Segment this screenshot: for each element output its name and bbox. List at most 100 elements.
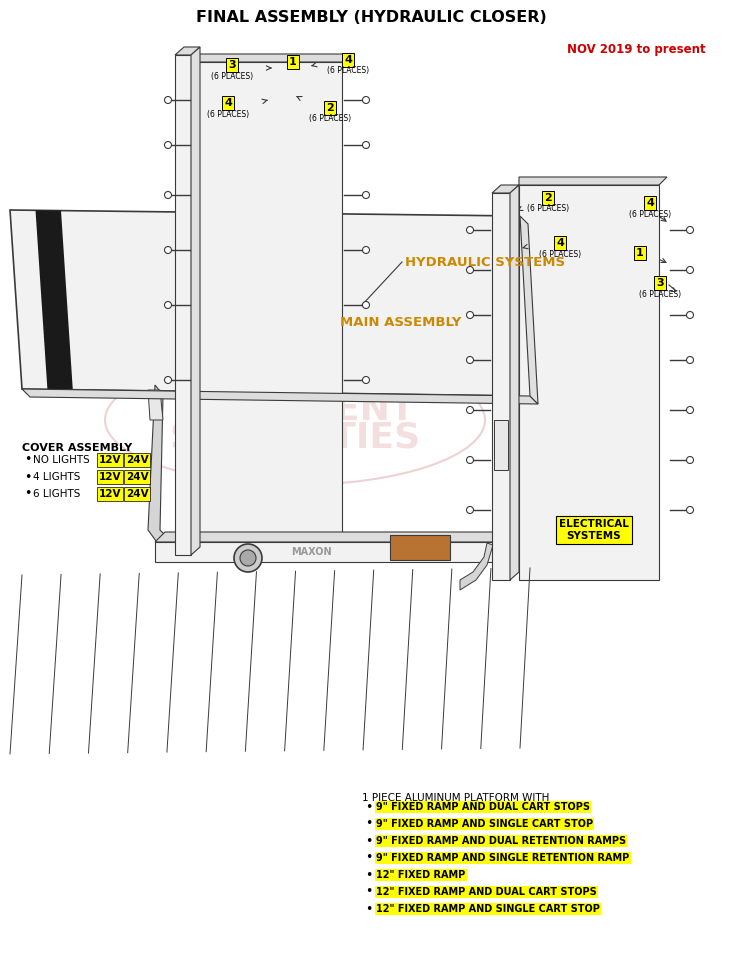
Text: EQUIPMENT: EQUIPMENT [174,393,416,427]
Polygon shape [520,216,538,404]
Text: (6 PLACES): (6 PLACES) [639,289,681,299]
Circle shape [467,357,473,363]
Polygon shape [155,532,538,542]
Circle shape [363,302,370,308]
Text: 1: 1 [289,57,297,67]
Text: (6 PLACES): (6 PLACES) [207,110,249,119]
Circle shape [165,192,171,199]
Text: NO LIGHTS: NO LIGHTS [33,455,90,465]
Text: 12V: 12V [99,489,121,499]
Circle shape [467,457,473,464]
Circle shape [165,377,171,384]
Text: (6 PLACES): (6 PLACES) [539,250,581,258]
Text: (6 PLACES): (6 PLACES) [327,67,369,75]
Polygon shape [510,185,519,580]
Circle shape [363,142,370,148]
Text: 4 LIGHTS: 4 LIGHTS [33,472,80,482]
Circle shape [686,311,694,318]
Text: •: • [365,800,372,814]
Text: COVER ASSEMBLY: COVER ASSEMBLY [22,443,132,453]
Polygon shape [155,542,528,562]
Text: (6 PLACES): (6 PLACES) [629,209,671,219]
Text: MAIN ASSEMBLY: MAIN ASSEMBLY [340,316,462,330]
Text: 4: 4 [344,55,352,65]
Polygon shape [192,62,342,555]
Text: 9" FIXED RAMP AND DUAL RETENTION RAMPS: 9" FIXED RAMP AND DUAL RETENTION RAMPS [376,836,626,846]
Text: 12" FIXED RAMP AND DUAL CART STOPS: 12" FIXED RAMP AND DUAL CART STOPS [376,887,597,897]
Text: ELECTRICAL
SYSTEMS: ELECTRICAL SYSTEMS [559,520,629,541]
Text: 3: 3 [229,60,236,70]
Text: •: • [24,470,31,484]
Text: 4: 4 [224,98,232,108]
Polygon shape [519,177,667,185]
Text: •: • [365,869,372,881]
Circle shape [686,407,694,414]
Text: •: • [365,851,372,865]
Text: 12" FIXED RAMP: 12" FIXED RAMP [376,870,465,880]
Text: 4: 4 [646,198,654,208]
Circle shape [165,247,171,254]
Circle shape [363,192,370,199]
Circle shape [467,407,473,414]
Text: •: • [365,902,372,916]
Text: 2: 2 [326,103,334,113]
Circle shape [240,550,256,566]
Polygon shape [148,385,185,560]
Polygon shape [191,47,200,555]
Text: 4: 4 [556,238,564,248]
Text: 9" FIXED RAMP AND SINGLE RETENTION RAMP: 9" FIXED RAMP AND SINGLE RETENTION RAMP [376,853,629,863]
Polygon shape [390,535,450,560]
Text: 12" FIXED RAMP AND SINGLE CART STOP: 12" FIXED RAMP AND SINGLE CART STOP [376,904,600,914]
Circle shape [363,96,370,103]
Text: NOV 2019 to present: NOV 2019 to present [568,43,706,57]
Circle shape [467,227,473,233]
Text: (6 PLACES): (6 PLACES) [527,204,569,213]
Text: •: • [365,817,372,831]
Polygon shape [492,185,519,193]
Circle shape [467,506,473,514]
Polygon shape [10,210,530,396]
Text: 12V: 12V [99,455,121,465]
Circle shape [363,377,370,384]
Text: 24V: 24V [125,455,148,465]
Text: (6 PLACES): (6 PLACES) [211,71,253,81]
Text: MAXON: MAXON [291,547,332,557]
Circle shape [165,96,171,103]
Text: 6 LIGHTS: 6 LIGHTS [33,489,80,499]
Text: •: • [24,453,31,467]
Polygon shape [175,55,191,555]
Circle shape [686,266,694,274]
Text: 3: 3 [656,278,664,288]
Text: 24V: 24V [125,489,148,499]
Circle shape [234,544,262,572]
Polygon shape [36,210,73,389]
Circle shape [165,142,171,148]
Polygon shape [519,185,659,580]
Polygon shape [192,54,350,62]
Text: 1 PIECE ALUMINUM PLATFORM WITH: 1 PIECE ALUMINUM PLATFORM WITH [362,793,549,803]
Text: HYDRAULIC SYSTEMS: HYDRAULIC SYSTEMS [405,255,565,269]
Circle shape [686,357,694,363]
Text: •: • [365,835,372,847]
Circle shape [467,266,473,274]
Polygon shape [148,390,163,420]
Text: (6 PLACES): (6 PLACES) [309,115,351,123]
Text: 9" FIXED RAMP AND DUAL CART STOPS: 9" FIXED RAMP AND DUAL CART STOPS [376,802,590,812]
Polygon shape [22,389,538,404]
Circle shape [686,457,694,464]
Polygon shape [460,543,493,590]
Text: 12V: 12V [99,472,121,482]
Text: 9" FIXED RAMP AND SINGLE CART STOP: 9" FIXED RAMP AND SINGLE CART STOP [376,819,593,829]
Text: FINAL ASSEMBLY (HYDRAULIC CLOSER): FINAL ASSEMBLY (HYDRAULIC CLOSER) [196,11,546,25]
Polygon shape [175,47,200,55]
Bar [494,420,508,470]
Circle shape [165,302,171,308]
Text: 2: 2 [544,193,552,203]
Text: •: • [24,488,31,500]
Text: 24V: 24V [125,472,148,482]
Polygon shape [492,193,510,580]
Text: •: • [365,886,372,898]
Circle shape [363,247,370,254]
Text: 1: 1 [636,248,644,258]
Circle shape [686,227,694,233]
